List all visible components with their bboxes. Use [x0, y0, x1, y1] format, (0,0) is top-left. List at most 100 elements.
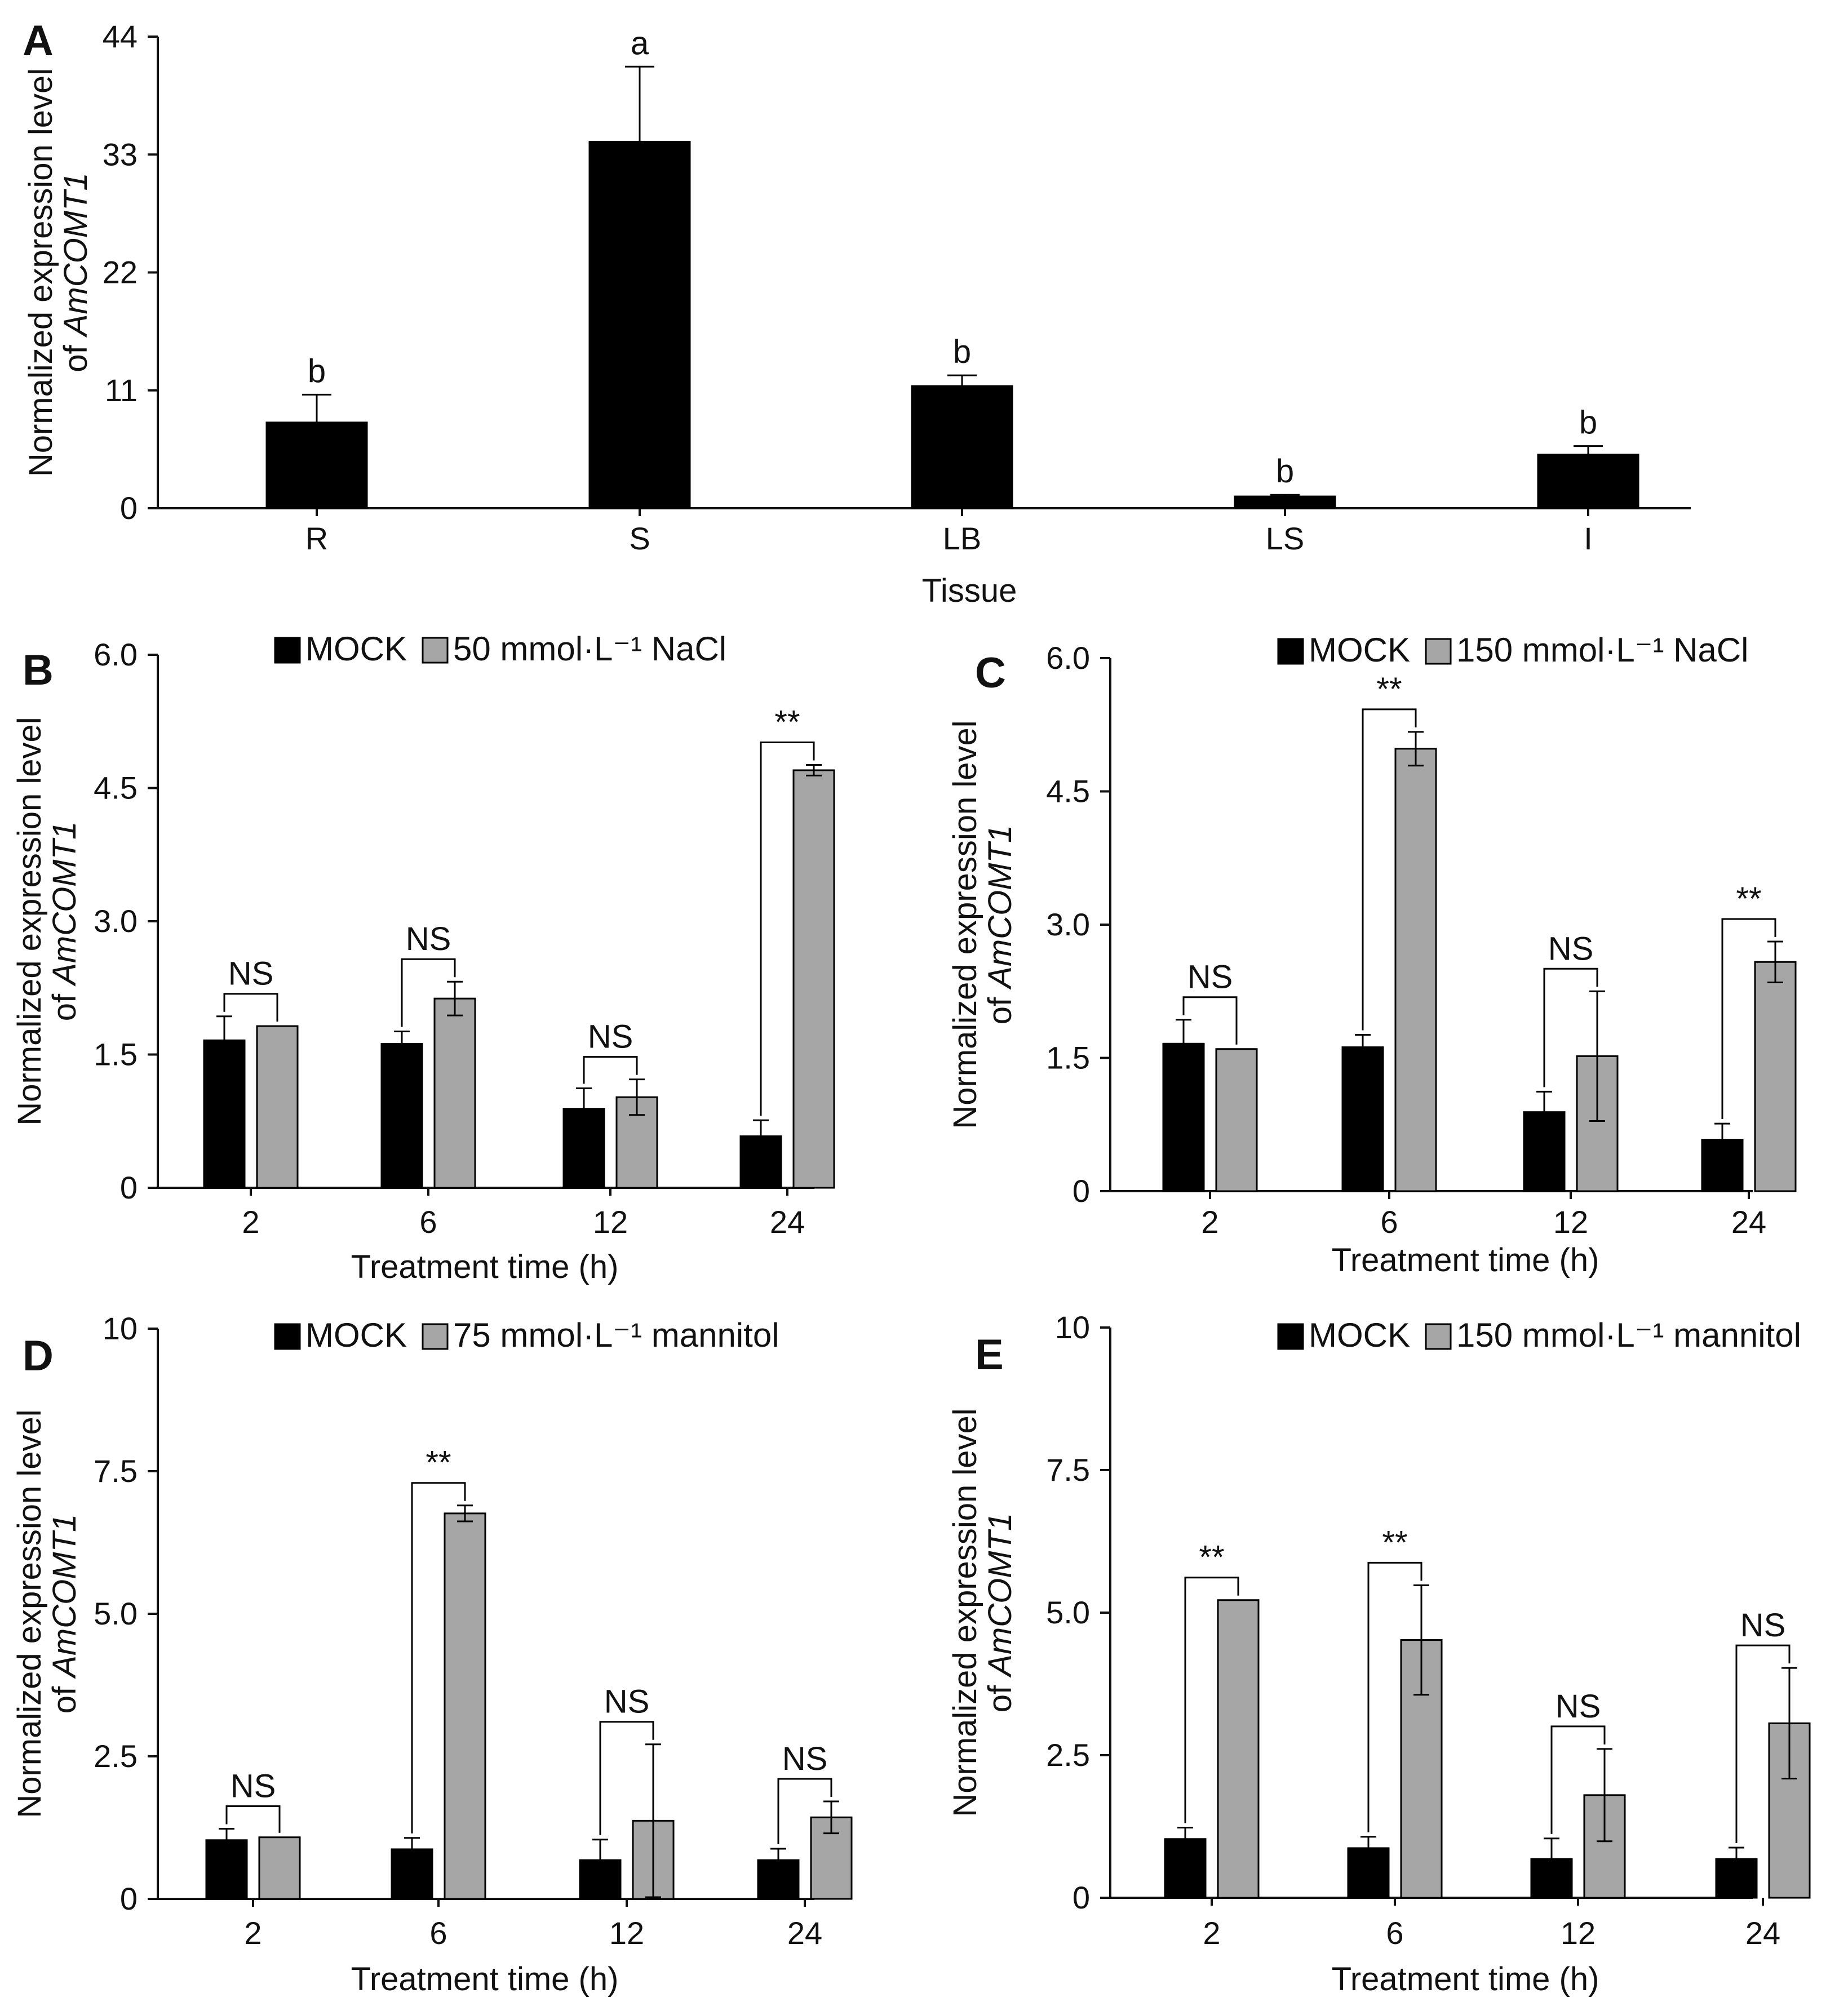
- x-axis-title: Treatment time (h): [1332, 1961, 1599, 1997]
- legend-swatch: [1277, 1323, 1304, 1350]
- y-axis-title-line1: Normalized expression level: [947, 1408, 983, 1817]
- panel-letter: B: [23, 646, 54, 694]
- y-tick-label: 3.0: [94, 903, 138, 939]
- y-tick-label: 2.5: [1046, 1737, 1090, 1773]
- y-tick-label: 0: [1073, 1880, 1090, 1915]
- y-axis-title-line1: Normalized expression level: [11, 1409, 48, 1818]
- significance-letter: b: [308, 353, 326, 389]
- panel-letter: C: [975, 649, 1006, 697]
- significance-bracket: [583, 1056, 638, 1084]
- legend: MOCK 150 mmol·L⁻¹ mannitol: [1277, 1316, 1801, 1354]
- y-tick-label: 4.5: [1046, 774, 1090, 809]
- x-tick-label: 2: [1201, 1204, 1218, 1240]
- y-axis-title-line2: of: [982, 1676, 1018, 1713]
- x-tick-label: LS: [1266, 521, 1305, 556]
- panel-e: E 0 2.5 5.0 7.5 10 Normalized expression level…: [947, 1309, 1811, 1997]
- y-tick-label: 2.5: [94, 1738, 138, 1774]
- y-axis-title-line1: Normalized expression level: [947, 720, 983, 1129]
- x-tick-label: R: [305, 521, 328, 556]
- y-tick-label: 5.0: [94, 1596, 138, 1631]
- x-tick-label: 12: [593, 1204, 628, 1240]
- legend-label: 150 mmol·L⁻¹ NaCl: [1456, 631, 1748, 669]
- significance-label: **: [1382, 1524, 1407, 1561]
- legend-swatch: [274, 1323, 301, 1350]
- significance-letter: b: [1276, 453, 1294, 490]
- x-tick-label: 24: [1731, 1204, 1766, 1240]
- y-axis-title: Normalized expression levelof AmCOMT1: [947, 1408, 1018, 1817]
- legend-swatch: [1277, 638, 1304, 665]
- x-tick-label: 2: [1203, 1915, 1220, 1951]
- x-tick-label: 12: [609, 1915, 644, 1951]
- significance-bracket: [1182, 996, 1238, 1045]
- significance-letter: a: [631, 25, 649, 61]
- x-axis-title: Treatment time (h): [1332, 1242, 1599, 1279]
- significance-bracket: [1735, 1644, 1791, 1843]
- y-tick-label: 11: [105, 372, 138, 408]
- x-tick-label: 6: [1380, 1204, 1398, 1240]
- legend-swatch: [1425, 1323, 1452, 1350]
- significance-bracket: [225, 1805, 281, 1833]
- bar: [1715, 1858, 1758, 1899]
- legend-label: MOCK: [1309, 1316, 1410, 1354]
- y-tick-label: 10: [1055, 1309, 1090, 1345]
- legend-swatch: [422, 1323, 449, 1350]
- panel-d: D 0 2.5 5.0 7.5 10 Normalized expression level…: [11, 1311, 853, 1997]
- y-axis-title-line1: Normalized expression level: [11, 717, 48, 1125]
- bar: [444, 1512, 486, 1900]
- y-axis-title-line2: of: [57, 336, 94, 372]
- bar: [258, 1836, 301, 1900]
- y-tick-label: 10: [103, 1311, 138, 1346]
- x-tick-label: I: [1584, 521, 1593, 556]
- y-tick-label: 7.5: [1046, 1452, 1090, 1488]
- x-tick-label: 12: [1561, 1915, 1596, 1951]
- bar: [1217, 1599, 1260, 1899]
- y-tick-label: 0: [120, 1881, 138, 1916]
- x-axis-title: Treatment time (h): [351, 1249, 619, 1285]
- x-tick-label: 2: [242, 1204, 259, 1240]
- y-tick-label: 33: [103, 136, 138, 172]
- legend: MOCK 150 mmol·L⁻¹ NaCl: [1277, 631, 1748, 669]
- y-tick-label: 7.5: [94, 1453, 138, 1489]
- x-tick-label: S: [629, 521, 650, 556]
- y-axis-title-gene: AmCOMT1: [982, 825, 1018, 990]
- bar: [1754, 961, 1797, 1192]
- y-tick-label: 4.5: [94, 770, 138, 806]
- panel-letter: A: [23, 17, 54, 65]
- x-axis-title: Treatment time (h): [351, 1961, 619, 1997]
- y-axis-title: Normalized expression levelof AmCOMT1: [11, 717, 83, 1125]
- y-tick-label: 0: [120, 1170, 138, 1205]
- legend-label: 150 mmol·L⁻¹ mannitol: [1456, 1316, 1801, 1354]
- significance-bracket: [1367, 1561, 1422, 1832]
- significance-label: **: [1199, 1539, 1224, 1576]
- significance-bracket: [223, 993, 278, 1022]
- significance-bracket: [401, 958, 456, 1027]
- y-axis-title-gene: AmCOMT1: [982, 1513, 1018, 1678]
- y-tick-label: 3.0: [1046, 907, 1090, 942]
- y-tick-label: 6.0: [1046, 640, 1090, 676]
- bar: [911, 385, 1013, 509]
- legend-label: MOCK: [1309, 631, 1410, 669]
- significance-label: NS: [1548, 930, 1594, 967]
- significance-letter: b: [1579, 405, 1597, 441]
- significance-bracket: [1543, 967, 1598, 1087]
- significance-bracket: [599, 1721, 654, 1835]
- significance-label: **: [426, 1445, 451, 1481]
- significance-letter: b: [953, 334, 971, 370]
- x-tick-label: 24: [770, 1204, 805, 1240]
- legend-swatch: [274, 637, 301, 664]
- significance-label: **: [1736, 881, 1761, 917]
- significance-bracket: [411, 1482, 466, 1834]
- significance-label: NS: [406, 921, 451, 957]
- significance-label: NS: [1740, 1607, 1786, 1644]
- x-tick-label: 24: [1745, 1915, 1780, 1951]
- bar: [792, 769, 835, 1189]
- y-tick-label: 0: [1073, 1173, 1090, 1209]
- significance-label: NS: [1187, 959, 1233, 996]
- significance-label: NS: [588, 1019, 633, 1055]
- y-tick-label: 44: [103, 19, 138, 54]
- significance-label: **: [774, 704, 800, 741]
- bar: [256, 1025, 299, 1189]
- y-tick-label: 5.0: [1046, 1595, 1090, 1630]
- panel-letter: E: [975, 1331, 1004, 1379]
- panel-letter: D: [23, 1332, 54, 1380]
